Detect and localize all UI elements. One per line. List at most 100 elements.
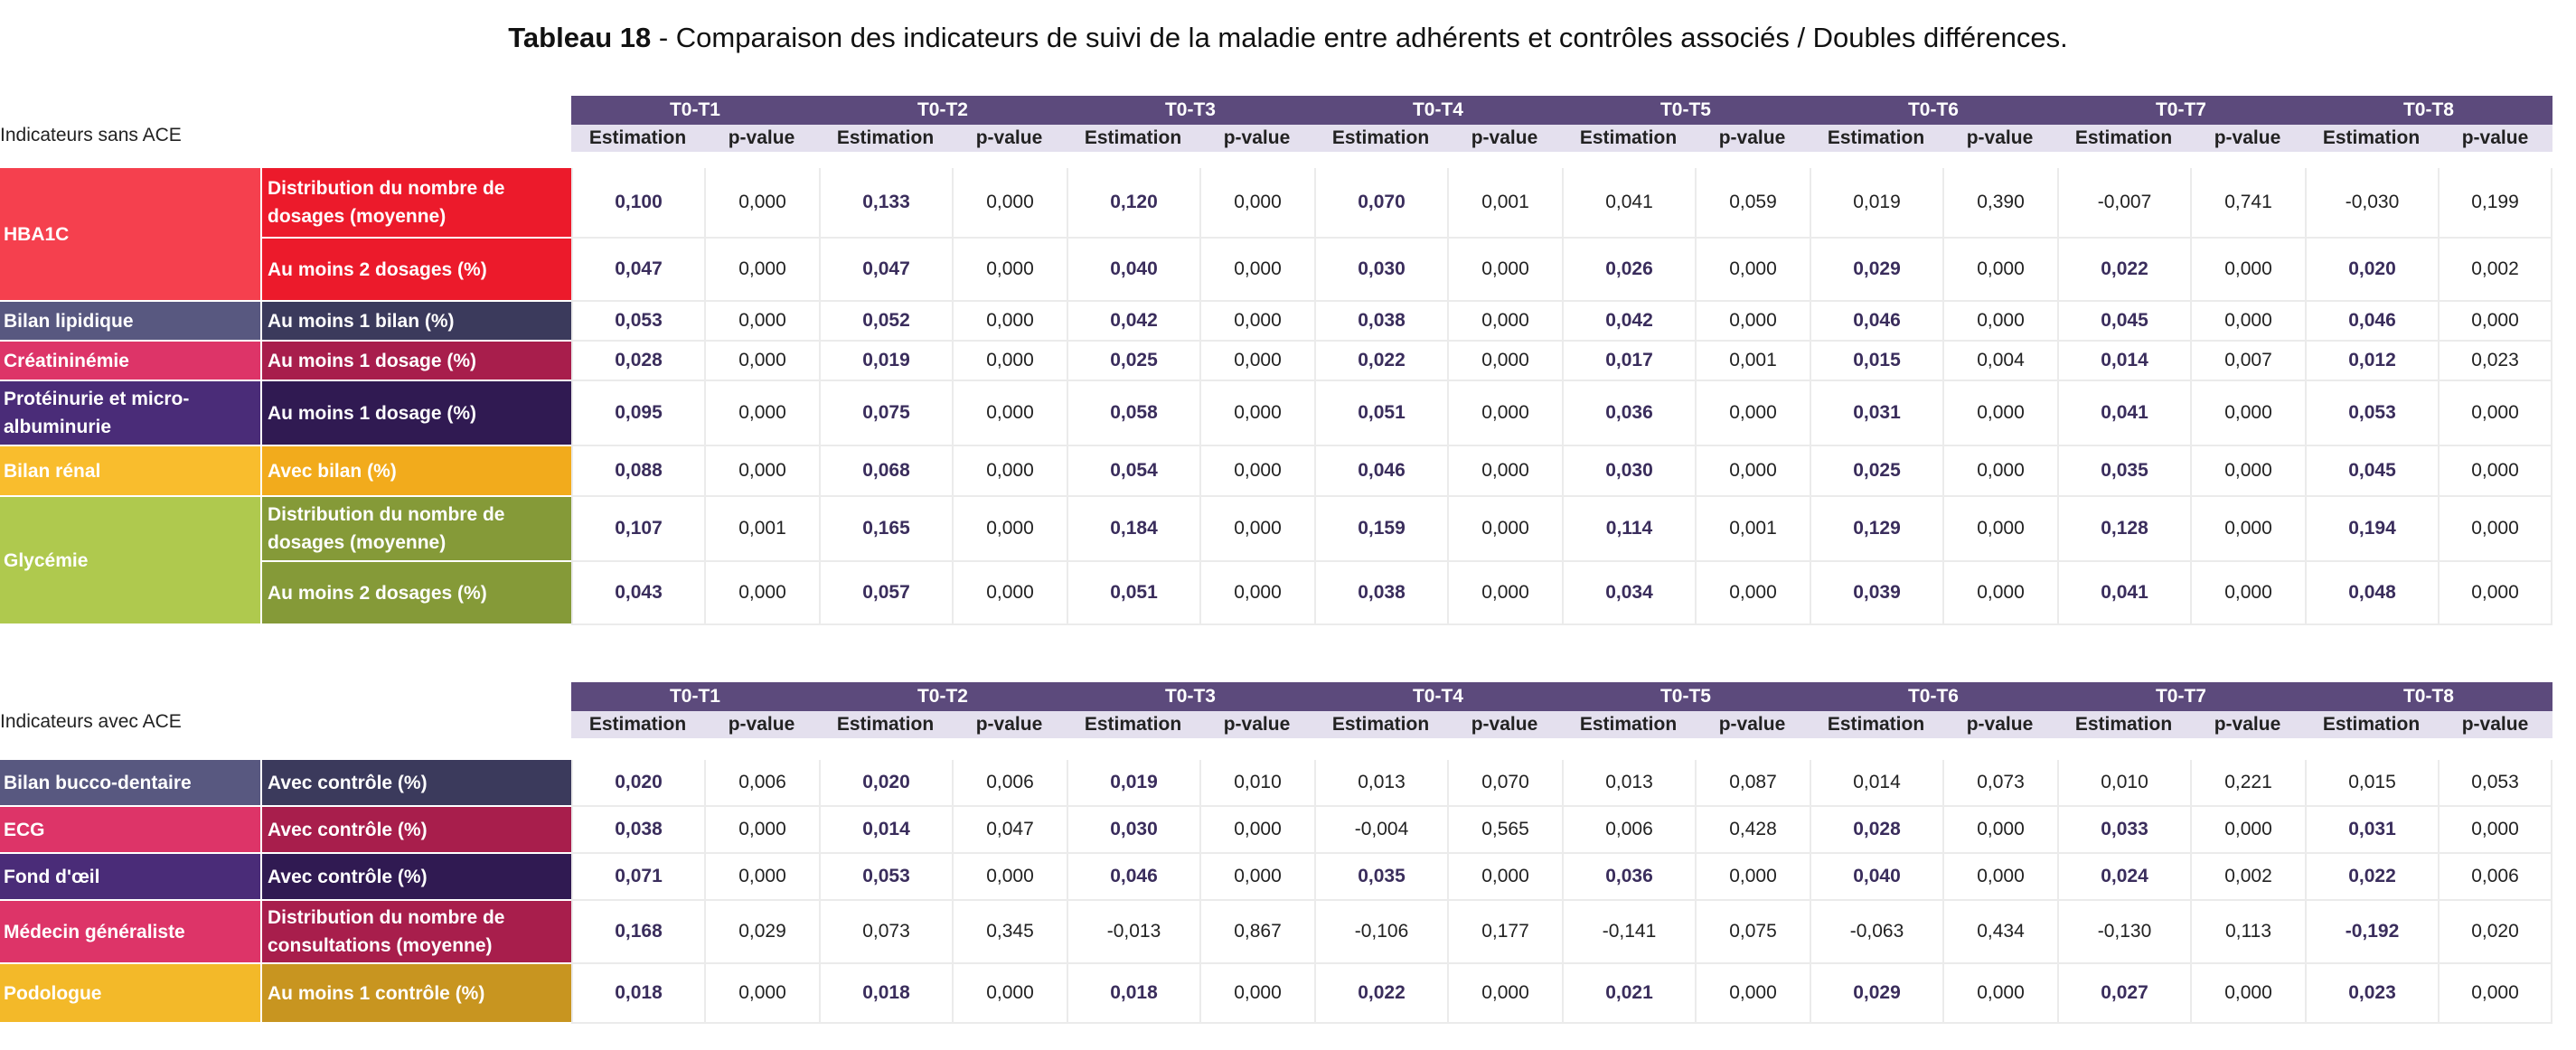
estimation-cell: 0,026 bbox=[1562, 239, 1695, 302]
p-value-cell: 0,000 bbox=[1199, 807, 1314, 854]
estimation-cell: 0,038 bbox=[571, 807, 704, 854]
p-value-cell: 0,001 bbox=[1695, 497, 1810, 562]
estimation-cell: 0,028 bbox=[1810, 807, 1942, 854]
estimation-cell: 0,133 bbox=[819, 168, 952, 239]
p-value-cell: 0,000 bbox=[952, 854, 1067, 901]
estimation-header: Estimation bbox=[1810, 711, 1942, 738]
period-header: T0-T5 bbox=[1562, 682, 1810, 711]
estimation-cell: 0,053 bbox=[2305, 381, 2438, 446]
p-value-cell: 0,113 bbox=[2190, 901, 2305, 964]
p-value-cell: 0,000 bbox=[952, 302, 1067, 342]
p-value-cell: 0,000 bbox=[2190, 381, 2305, 446]
p-value-cell: 0,000 bbox=[952, 239, 1067, 302]
p-value-header: p-value bbox=[1199, 711, 1314, 738]
p-value-cell: 0,000 bbox=[1942, 302, 2057, 342]
p-value-cell: 0,000 bbox=[1447, 964, 1562, 1024]
sub-indicator: Distribution du nombre de consultations … bbox=[260, 901, 571, 964]
p-value-cell: 0,053 bbox=[2438, 760, 2552, 807]
estimation-cell: 0,035 bbox=[2057, 446, 2190, 497]
estimation-cell: 0,194 bbox=[2305, 497, 2438, 562]
p-value-cell: 0,000 bbox=[1199, 497, 1314, 562]
table-row: Médecin généraliste Distribution du nombr… bbox=[0, 901, 2552, 964]
sub-indicator: Au moins 1 dosage (%) bbox=[260, 381, 571, 446]
estimation-cell: 0,041 bbox=[2057, 381, 2190, 446]
estimation-cell: 0,030 bbox=[1314, 239, 1447, 302]
p-value-cell: 0,000 bbox=[1942, 854, 2057, 901]
p-value-cell: 0,002 bbox=[2438, 239, 2552, 302]
p-value-cell: 0,023 bbox=[2438, 342, 2552, 381]
estimation-cell: 0,038 bbox=[1314, 302, 1447, 342]
sub-indicator: Au moins 1 dosage (%) bbox=[260, 342, 571, 381]
estimation-cell: 0,024 bbox=[2057, 854, 2190, 901]
p-value-cell: 0,000 bbox=[1199, 302, 1314, 342]
estimation-cell: 0,030 bbox=[1562, 446, 1695, 497]
estimation-cell: 0,046 bbox=[1810, 302, 1942, 342]
estimation-cell: 0,114 bbox=[1562, 497, 1695, 562]
p-value-cell: 0,000 bbox=[2190, 239, 2305, 302]
table-without-ace: Indicateurs sans ACE T0-T1 T0-T2 T0-T3 T0-T4… bbox=[0, 96, 2576, 625]
p-value-cell: 0,000 bbox=[704, 302, 819, 342]
period-header: T0-T8 bbox=[2305, 682, 2552, 711]
estimation-cell: 0,058 bbox=[1067, 381, 1199, 446]
estimation-cell: 0,025 bbox=[1067, 342, 1199, 381]
indicator-fond-d-oeil: Fond d'œil bbox=[0, 854, 260, 901]
estimation-cell: 0,028 bbox=[571, 342, 704, 381]
estimation-cell: 0,047 bbox=[571, 239, 704, 302]
table-with-ace: Indicateurs avec ACE T0-T1 T0-T2 T0-T3 T0-T4… bbox=[0, 682, 2576, 1024]
p-value-cell: 0,000 bbox=[2190, 562, 2305, 625]
p-value-cell: 0,000 bbox=[1942, 239, 2057, 302]
estimation-cell: 0,015 bbox=[1810, 342, 1942, 381]
estimation-cell: -0,030 bbox=[2305, 168, 2438, 239]
estimation-cell: 0,010 bbox=[2057, 760, 2190, 807]
estimation-header: Estimation bbox=[571, 125, 704, 152]
p-value-cell: 0,000 bbox=[2190, 497, 2305, 562]
p-value-cell: 0,000 bbox=[1695, 239, 1810, 302]
estimation-cell: 0,054 bbox=[1067, 446, 1199, 497]
estimation-cell: 0,035 bbox=[1314, 854, 1447, 901]
estimation-cell: 0,068 bbox=[819, 446, 952, 497]
estimation-cell: 0,022 bbox=[2057, 239, 2190, 302]
estimation-cell: 0,018 bbox=[1067, 964, 1199, 1024]
estimation-cell: 0,051 bbox=[1067, 562, 1199, 625]
p-value-header: p-value bbox=[952, 125, 1067, 152]
estimation-cell: 0,033 bbox=[2057, 807, 2190, 854]
period-header: T0-T8 bbox=[2305, 96, 2552, 125]
p-value-header: p-value bbox=[1695, 125, 1810, 152]
estimation-cell: 0,036 bbox=[1562, 854, 1695, 901]
p-value-cell: 0,000 bbox=[2190, 807, 2305, 854]
period-header: T0-T7 bbox=[2057, 682, 2305, 711]
p-value-cell: 0,000 bbox=[1199, 854, 1314, 901]
p-value-cell: 0,000 bbox=[704, 807, 819, 854]
period-header: T0-T3 bbox=[1067, 96, 1314, 125]
sub-indicator: Au moins 1 bilan (%) bbox=[260, 302, 571, 342]
p-value-cell: 0,000 bbox=[704, 342, 819, 381]
estimation-cell: 0,165 bbox=[819, 497, 952, 562]
p-value-cell: 0,000 bbox=[1447, 854, 1562, 901]
estimation-header: Estimation bbox=[819, 711, 952, 738]
period-header: T0-T3 bbox=[1067, 682, 1314, 711]
sub-indicator: Avec contrôle (%) bbox=[260, 760, 571, 807]
table-row: Bilan bucco-dentaire Avec contrôle (%) 0,0… bbox=[0, 760, 2552, 807]
table-row: Protéinurie et micro-albuminurie Au moins… bbox=[0, 381, 2552, 446]
estimation-cell: 0,051 bbox=[1314, 381, 1447, 446]
p-value-cell: 0,059 bbox=[1695, 168, 1810, 239]
p-value-cell: 0,070 bbox=[1447, 760, 1562, 807]
estimation-cell: 0,029 bbox=[1810, 964, 1942, 1024]
p-value-cell: 0,000 bbox=[952, 381, 1067, 446]
p-value-cell: 0,177 bbox=[1447, 901, 1562, 964]
estimation-cell: 0,020 bbox=[2305, 239, 2438, 302]
p-value-header: p-value bbox=[704, 125, 819, 152]
p-value-cell: 0,000 bbox=[704, 854, 819, 901]
p-value-cell: 0,000 bbox=[2438, 302, 2552, 342]
p-value-cell: 0,000 bbox=[952, 342, 1067, 381]
estimation-cell: 0,042 bbox=[1562, 302, 1695, 342]
estimation-cell: 0,038 bbox=[1314, 562, 1447, 625]
sub-indicator: Distribution du nombre de dosages (moyen… bbox=[260, 168, 571, 239]
p-value-header: p-value bbox=[2190, 125, 2305, 152]
p-value-cell: 0,000 bbox=[2438, 807, 2552, 854]
p-value-cell: 0,000 bbox=[1447, 446, 1562, 497]
period-header: T0-T5 bbox=[1562, 96, 1810, 125]
table-number: Tableau 18 bbox=[508, 22, 652, 53]
indicator-hba1c: HBA1C bbox=[0, 168, 260, 302]
table-row: Bilan rénal Avec bilan (%) 0,088 0,000 0,068… bbox=[0, 446, 2552, 497]
